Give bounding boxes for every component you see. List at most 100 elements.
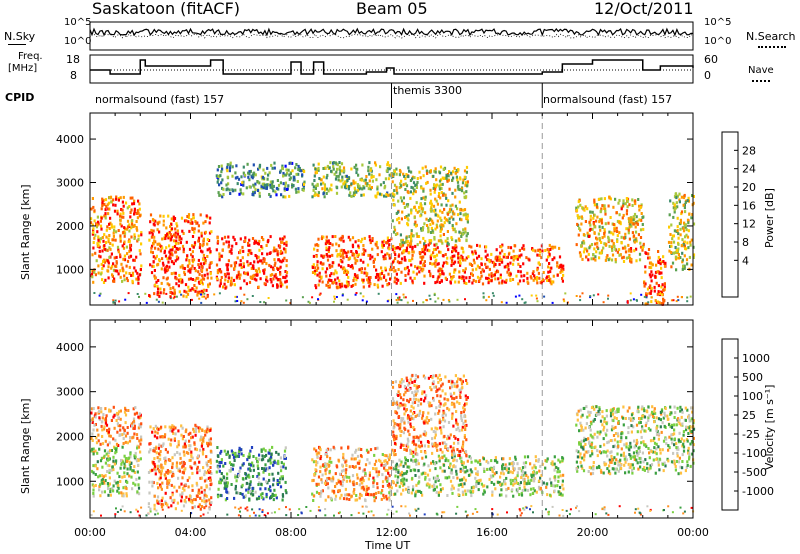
data-cell [130,461,133,465]
data-cell [183,267,186,270]
data-cell [107,212,110,216]
data-cell [386,252,389,256]
data-cell [116,212,119,216]
data-cell [424,197,427,201]
data-cell [233,496,236,500]
data-cell [607,297,609,300]
data-cell [315,490,319,494]
data-cell [137,483,140,487]
data-cell [234,261,238,265]
data-cell [228,461,232,465]
data-cell [681,238,684,242]
data-cell [469,473,472,477]
data-cell [246,162,249,166]
data-cell [366,272,369,276]
data-cell [193,441,196,445]
data-cell [684,200,687,204]
data-cell [283,449,287,453]
data-cell [172,215,175,219]
data-cell [598,220,601,224]
data-cell [198,448,202,452]
power-colorbar-tick-label: 8 [742,236,749,249]
data-cell [459,467,462,471]
data-cell [395,185,398,189]
data-cell [374,242,377,246]
data-cell [218,252,221,256]
data-cell [316,263,319,267]
data-cell [311,271,315,274]
data-cell [680,296,683,299]
data-cell [409,276,412,280]
data-cell [453,454,456,458]
data-cell [321,267,324,271]
data-cell [492,274,495,278]
data-cell [172,427,175,431]
data-cell [355,498,359,502]
data-cell [161,246,164,250]
data-cell [435,478,438,482]
data-cell [361,252,364,256]
data-cell [419,240,422,244]
data-cell [422,189,425,193]
data-cell [680,212,683,216]
data-cell [234,171,237,175]
data-cell [424,475,427,479]
data-cell [658,271,661,275]
data-cell [108,255,111,259]
data-cell [174,234,177,238]
data-cell [620,205,623,209]
data-cell [319,261,322,265]
data-cell [279,281,282,285]
data-cell [372,492,376,496]
data-cell [202,277,205,281]
data-cell [501,279,504,283]
data-cell [109,434,112,438]
nsky-trace [89,27,693,37]
data-cell [191,278,194,281]
data-cell [325,192,328,195]
data-cell [154,219,157,223]
data-cell [248,280,252,284]
data-cell [159,435,162,439]
data-cell [433,190,436,194]
data-cell [459,261,462,265]
data-cell [123,231,127,235]
data-cell [323,188,327,192]
data-cell [350,494,353,498]
data-cell [125,276,129,280]
data-cell [323,185,327,189]
data-cell [197,270,200,274]
data-cell [124,440,127,444]
data-cell [276,250,279,254]
data-cell [112,489,115,493]
data-cell [277,452,280,456]
data-cell [285,188,289,191]
data-cell [330,460,333,464]
data-cell [439,216,442,220]
data-cell [340,469,344,473]
data-cell [347,280,350,284]
data-cell [130,235,133,239]
data-cell [558,246,561,250]
data-cell [156,481,159,485]
data-cell [138,273,141,277]
data-cell [443,166,447,170]
data-cell [157,247,160,251]
data-cell [451,491,454,495]
data-cell [113,426,116,430]
data-cell [658,258,662,262]
data-cell [111,273,114,277]
data-cell [409,240,412,244]
data-cell [547,265,550,269]
data-cell [276,483,280,486]
data-cell [658,291,662,295]
data-cell [466,459,469,463]
data-cell [205,484,208,488]
data-cell [262,186,265,190]
data-cell [407,489,410,493]
data-cell [407,269,410,273]
data-cell [270,453,273,457]
data-cell [337,489,340,493]
data-cell [119,433,122,437]
data-cell [439,238,442,242]
